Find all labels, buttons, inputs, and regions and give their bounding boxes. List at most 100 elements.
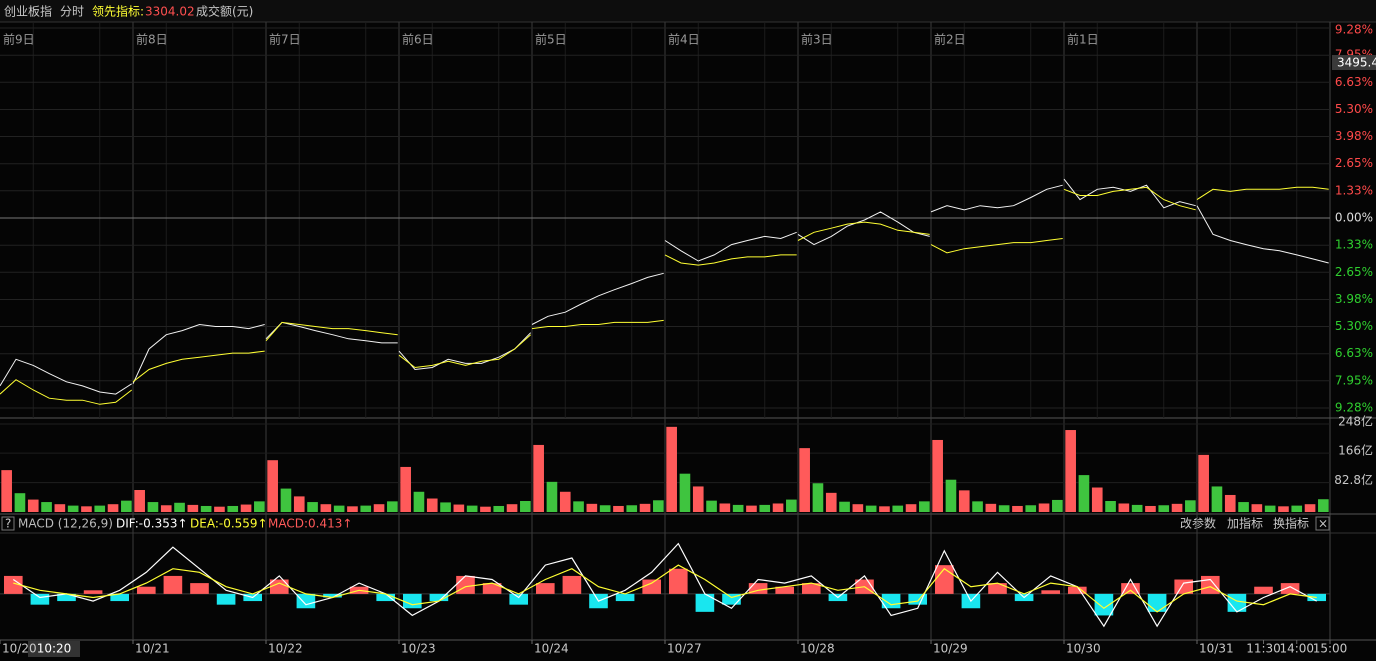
x-tick-label: 14:00 xyxy=(1279,642,1314,656)
volume-bar xyxy=(413,491,425,512)
macd-bar xyxy=(57,593,76,602)
volume-bar xyxy=(1091,487,1103,512)
y-tick-label: 82.8亿 xyxy=(1334,472,1373,487)
volume-bar xyxy=(972,501,983,512)
cursor-label: 10:20 xyxy=(37,642,72,656)
y-tick-label: 6.63% xyxy=(1335,346,1373,360)
volume-bar xyxy=(347,506,358,512)
day-label: 前9日 xyxy=(3,32,35,47)
macd-bar xyxy=(3,575,23,594)
macd-bar xyxy=(615,593,635,602)
macd-readout: MACD:0.413↑ xyxy=(268,517,352,531)
volume-bar xyxy=(1318,499,1329,512)
volume-bar xyxy=(81,506,92,512)
x-tick-label: 10/24 xyxy=(534,642,569,656)
volume-bar xyxy=(1291,505,1303,512)
day-label: 前1日 xyxy=(1067,32,1099,47)
volume-bar xyxy=(932,439,943,512)
volume-bar xyxy=(825,492,837,512)
volume-bar xyxy=(1238,502,1249,512)
macd-bar xyxy=(110,593,130,602)
help-icon[interactable]: ? xyxy=(5,517,11,531)
volume-bar xyxy=(440,502,451,512)
macd-bar xyxy=(83,590,103,594)
macd-bar xyxy=(748,583,768,594)
volume-bar xyxy=(293,496,305,512)
macd-bar xyxy=(1200,575,1220,594)
volume-bar xyxy=(1198,454,1209,512)
macd-bar xyxy=(136,586,156,594)
macd-bar xyxy=(1147,593,1167,612)
volume-bar xyxy=(333,505,345,512)
volume-bar xyxy=(626,505,638,512)
volume-bar xyxy=(1304,504,1316,512)
macd-readout: DIF:-0.353↑ xyxy=(116,517,188,531)
macd-bar xyxy=(908,593,928,605)
volume-bar xyxy=(227,505,239,512)
volume-bar xyxy=(1211,486,1223,512)
macd-bar xyxy=(1227,593,1247,612)
y-tick-label: 1.33% xyxy=(1335,183,1373,197)
toolbar-button[interactable]: 改参数 xyxy=(1180,516,1216,531)
x-tick-label: 10/22 xyxy=(268,642,303,656)
day-label: 前8日 xyxy=(136,32,168,47)
volume-bar xyxy=(879,506,890,512)
index-name: 创业板指 xyxy=(4,4,52,19)
volume-bar xyxy=(1171,503,1183,512)
volume-bar xyxy=(320,504,332,512)
macd-bar xyxy=(509,593,529,605)
volume-bar xyxy=(559,491,571,512)
volume-bar xyxy=(1145,505,1156,512)
macd-bar xyxy=(775,586,795,594)
volume-bar xyxy=(147,502,159,512)
y-tick-label: 1.33% xyxy=(1335,238,1373,252)
macd-bar xyxy=(535,583,555,594)
volume-bar xyxy=(746,505,757,512)
macd-bar xyxy=(642,579,662,594)
y-tick-label: 3.98% xyxy=(1335,129,1373,143)
y-tick-label: 166亿 xyxy=(1338,443,1373,458)
volume-bar xyxy=(839,501,850,512)
volume-bar xyxy=(852,504,864,512)
volume-bar xyxy=(14,493,26,512)
volume-bar xyxy=(639,503,651,512)
volume-bar xyxy=(54,504,66,512)
volume-bar xyxy=(679,473,691,512)
volume-bar xyxy=(985,503,997,512)
volume-bar xyxy=(1224,494,1236,512)
volume-bar xyxy=(453,504,465,512)
y-tick-label: 6.63% xyxy=(1335,75,1373,89)
volume-bar xyxy=(666,426,677,512)
x-tick-label: 10/27 xyxy=(667,642,702,656)
macd-bar xyxy=(1121,583,1140,594)
macd-bar xyxy=(296,593,316,609)
volume-bar xyxy=(373,504,385,512)
volume-bar xyxy=(426,498,438,512)
close-icon[interactable]: × xyxy=(1318,517,1328,531)
volume-bar xyxy=(759,504,771,512)
toolbar-button[interactable]: 加指标 xyxy=(1227,516,1263,531)
macd-bar xyxy=(376,593,396,602)
x-tick-label: 15:00 xyxy=(1313,642,1348,656)
y-tick-label: 9.28% xyxy=(1335,23,1373,37)
day-label: 前6日 xyxy=(402,32,434,47)
volume-bar xyxy=(719,503,731,512)
volume-bar xyxy=(1038,503,1050,512)
close-box[interactable] xyxy=(1315,516,1330,531)
macd-readout: DEA:-0.559↑ xyxy=(190,517,268,531)
volume-bar xyxy=(599,505,611,512)
volume-bar xyxy=(107,504,119,512)
volume-bar xyxy=(174,502,185,512)
volume-bar xyxy=(732,504,744,512)
volume-bar xyxy=(187,504,199,512)
macd-bar xyxy=(1094,593,1114,616)
help-box[interactable] xyxy=(1,516,15,531)
macd-bar xyxy=(482,583,502,594)
x-tick-label: 11:30 xyxy=(1246,642,1281,656)
macd-line xyxy=(12,542,1317,628)
volume-bar xyxy=(653,500,664,512)
volume-label: 成交额(元) xyxy=(196,4,253,19)
toolbar-button[interactable]: 换指标 xyxy=(1273,516,1309,531)
y-tick-label: 2.65% xyxy=(1335,156,1373,170)
